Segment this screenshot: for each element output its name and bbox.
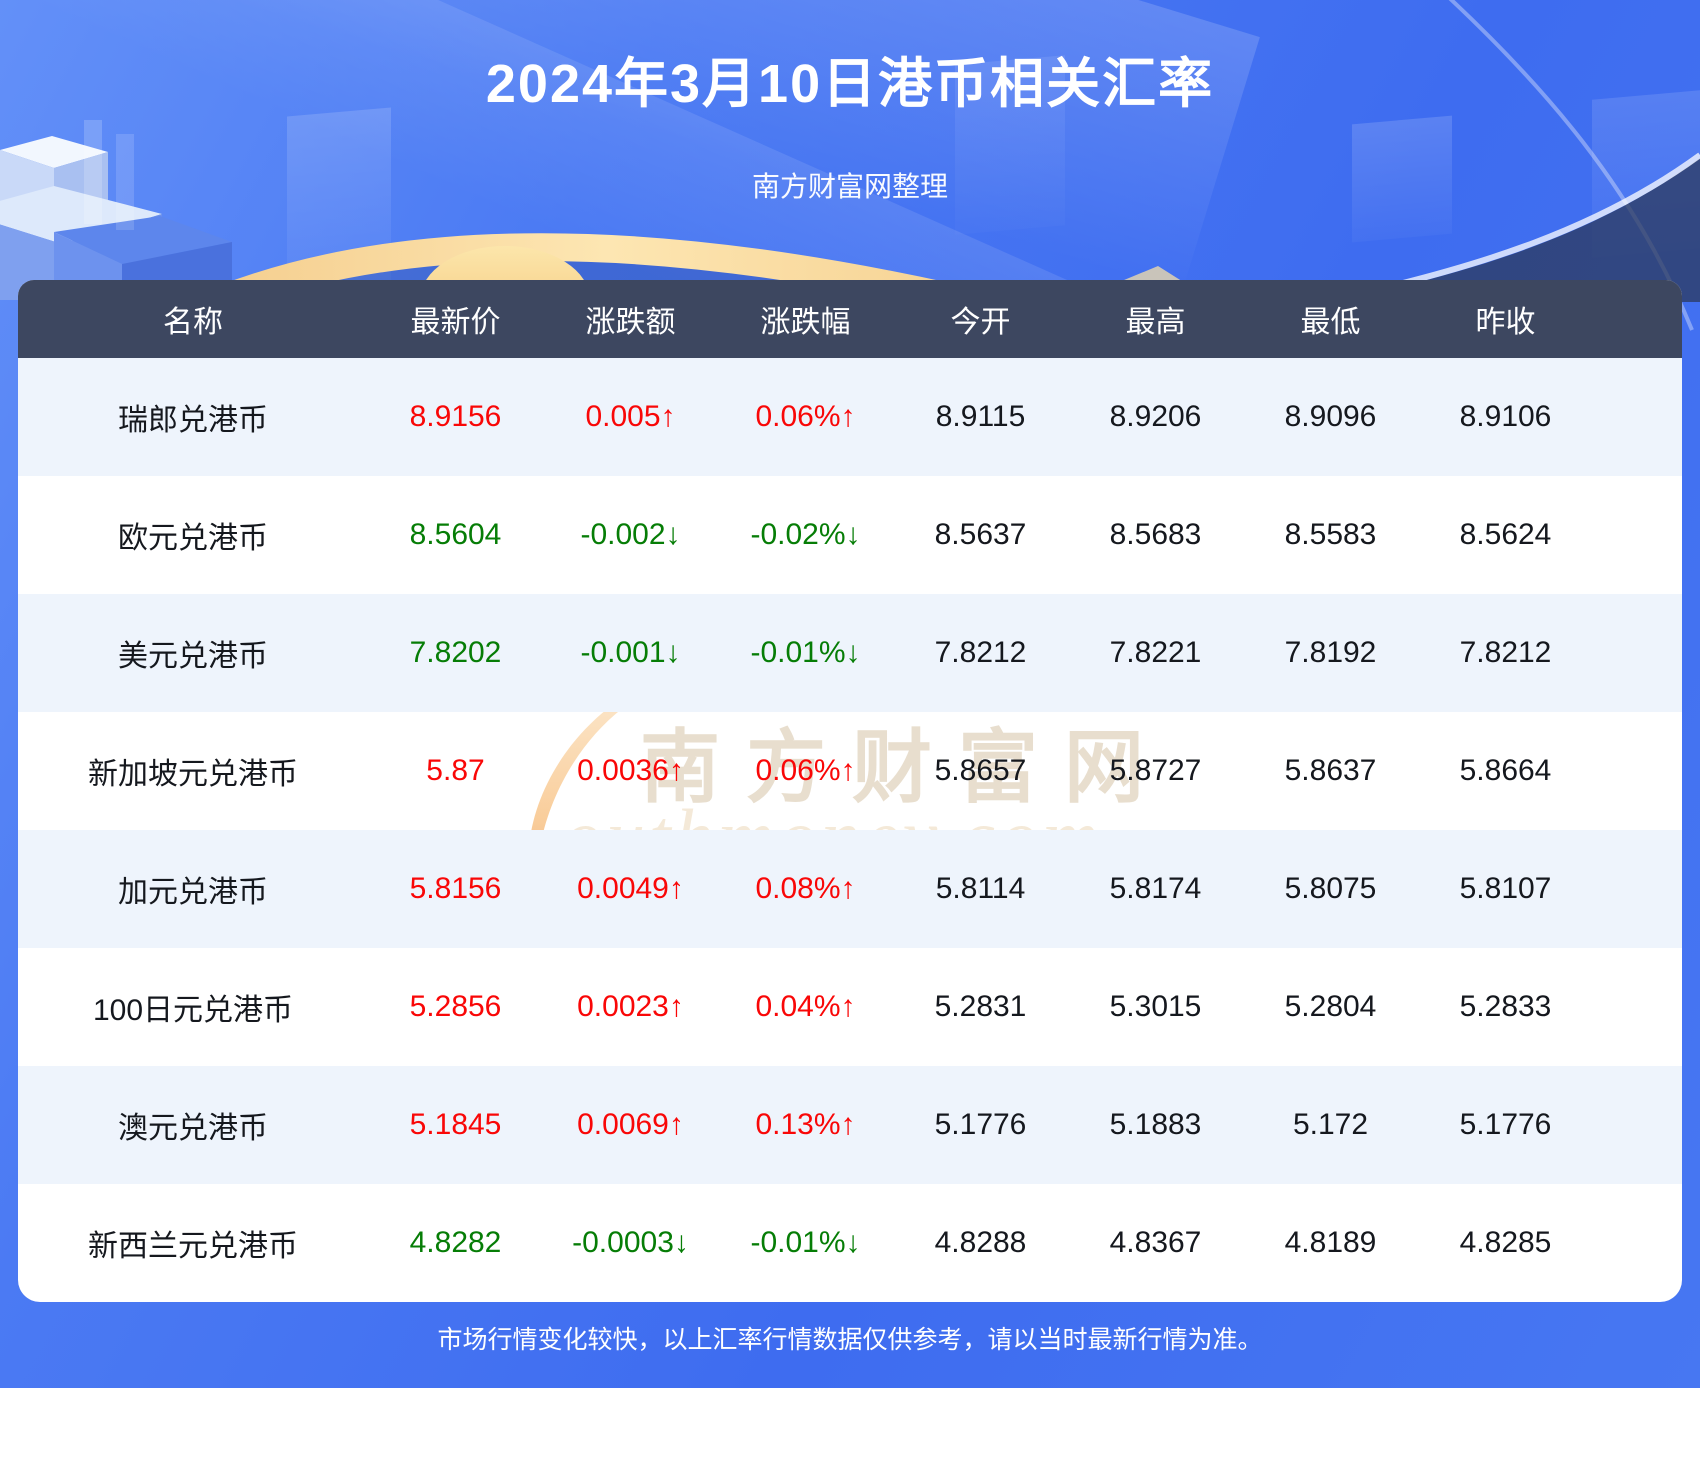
cell-low: 7.8192 — [1284, 636, 1377, 669]
cell-low: 8.5583 — [1284, 518, 1377, 551]
cell-prev_close: 5.1776 — [1459, 1108, 1552, 1141]
column-header: 最高 — [1125, 306, 1186, 339]
cell-prev_close: 5.8664 — [1459, 754, 1552, 787]
cell-change_pct: -0.01%↓ — [750, 1226, 861, 1259]
table-row: 欧元兑港币 8.5604 -0.002↓ -0.02%↓ 8.5637 8.5683 8.5… — [18, 476, 1682, 594]
cell-change_pct: 0.08%↑ — [755, 872, 856, 905]
cell-latest: 5.87 — [426, 754, 485, 787]
cell-change_pct: 0.13%↑ — [755, 1108, 856, 1141]
cell-open: 5.2831 — [934, 990, 1027, 1023]
cell-high: 5.1883 — [1109, 1108, 1202, 1141]
cell-open: 5.8657 — [934, 754, 1027, 787]
cell-prev_close: 8.9106 — [1459, 400, 1552, 433]
column-header: 名称 — [163, 306, 223, 339]
rates-table: 南方财富网 outhmoney.com 名称最新价涨跌额涨跌幅今开最高最低昨收 … — [18, 280, 1682, 1302]
cell-low: 8.9096 — [1284, 400, 1377, 433]
cell-latest: 8.5604 — [409, 518, 502, 551]
table-row: 100日元兑港币 5.2856 0.0023↑ 0.04%↑ 5.2831 5.3015 5… — [18, 948, 1682, 1066]
cell-latest: 5.8156 — [409, 872, 502, 905]
column-header: 涨跌幅 — [760, 306, 851, 339]
cell-change: -0.002↓ — [580, 518, 681, 551]
cell-latest: 7.8202 — [409, 636, 502, 669]
cell-name: 美元兑港币 — [118, 640, 268, 673]
cell-name: 新西兰元兑港币 — [88, 1230, 298, 1263]
cell-open: 4.8288 — [934, 1226, 1027, 1259]
cell-low: 5.8637 — [1284, 754, 1377, 787]
cell-high: 5.8174 — [1109, 872, 1202, 905]
cell-change: 0.0049↑ — [577, 872, 684, 905]
cell-open: 5.8114 — [935, 872, 1026, 905]
cell-latest: 8.9156 — [409, 400, 502, 433]
cell-change_pct: 0.06%↑ — [755, 754, 856, 787]
cell-name: 新加坡元兑港币 — [88, 758, 298, 791]
cell-name: 澳元兑港币 — [118, 1112, 268, 1145]
column-header: 最低 — [1300, 306, 1361, 339]
cell-open: 7.8212 — [934, 636, 1027, 669]
cell-open: 8.9115 — [935, 400, 1026, 433]
page-title: 2024年3月10日港币相关汇率 — [485, 54, 1215, 114]
cell-high: 5.8727 — [1109, 754, 1202, 787]
table-header-row: 名称 最新价 涨跌额 涨跌幅 今开 最高 最低 昨收 — [18, 280, 1682, 358]
cell-high: 5.3015 — [1109, 990, 1202, 1023]
cell-high: 8.9206 — [1109, 400, 1202, 433]
cell-latest: 4.8282 — [409, 1226, 502, 1259]
table-row: 瑞郎兑港币 8.9156 0.005↑ 0.06%↑ 8.9115 8.9206 8.909… — [18, 358, 1682, 476]
column-header: 涨跌额 — [585, 306, 676, 339]
column-header: 今开 — [950, 306, 1011, 339]
cell-prev_close: 7.8212 — [1459, 636, 1552, 669]
cell-change_pct: -0.02%↓ — [750, 518, 861, 551]
cell-low: 5.2804 — [1284, 990, 1377, 1023]
cell-low: 5.8075 — [1284, 872, 1377, 905]
cell-prev_close: 5.2833 — [1459, 990, 1552, 1023]
cell-name: 100日元兑港币 — [92, 994, 294, 1027]
cell-change: 0.005↑ — [585, 400, 676, 433]
table-row: 美元兑港币 7.8202 -0.001↓ -0.01%↓ 7.8212 7.8221 7.8… — [18, 594, 1682, 712]
cell-name: 欧元兑港币 — [118, 522, 268, 555]
cell-change: 0.0023↑ — [577, 990, 684, 1023]
cell-change: -0.001↓ — [580, 636, 681, 669]
table-row: 新西兰元兑港币 4.8282 -0.0003↓ -0.01%↓ 4.8288 4.8367… — [18, 1184, 1682, 1302]
cell-low: 5.172 — [1292, 1108, 1369, 1141]
column-header: 昨收 — [1475, 306, 1536, 339]
cell-open: 5.1776 — [934, 1108, 1027, 1141]
cell-open: 8.5637 — [934, 518, 1027, 551]
cell-prev_close: 4.8285 — [1459, 1226, 1552, 1259]
column-header: 最新价 — [410, 306, 501, 339]
cell-latest: 5.2856 — [409, 990, 502, 1023]
cell-latest: 5.1845 — [409, 1108, 502, 1141]
cell-change: 0.0069↑ — [577, 1108, 684, 1141]
table-row: 澳元兑港币 5.1845 0.0069↑ 0.13%↑ 5.1776 5.1883 5.17… — [18, 1066, 1682, 1184]
page-subtitle: 南方财富网整理 — [751, 171, 948, 202]
cell-change_pct: 0.04%↑ — [755, 990, 856, 1023]
cell-change_pct: 0.06%↑ — [755, 400, 856, 433]
cell-low: 4.8189 — [1284, 1226, 1377, 1259]
cell-high: 7.8221 — [1109, 636, 1202, 669]
hero-section: 2024年3月10日港币相关汇率 南方财富网整理 南方财富网 outhmoney… — [0, 0, 1700, 1388]
cell-high: 8.5683 — [1109, 518, 1202, 551]
cell-change: 0.0036↑ — [577, 754, 684, 787]
table-body: 瑞郎兑港币 8.9156 0.005↑ 0.06%↑ 8.9115 8.9206 8.909… — [18, 358, 1682, 1302]
footer-note: 市场行情变化较快，以上汇率行情数据仅供参考，请以当时最新行情为准。 — [437, 1326, 1263, 1354]
cell-name: 加元兑港币 — [118, 876, 268, 909]
cell-change: -0.0003↓ — [572, 1226, 689, 1259]
cell-high: 4.8367 — [1109, 1226, 1202, 1259]
table-row: 加元兑港币 5.8156 0.0049↑ 0.08%↑ 5.8114 5.8174 5.80… — [18, 830, 1682, 948]
cell-prev_close: 8.5624 — [1459, 518, 1552, 551]
cell-name: 瑞郎兑港币 — [118, 404, 268, 437]
cell-prev_close: 5.8107 — [1459, 872, 1552, 905]
cell-change_pct: -0.01%↓ — [750, 636, 861, 669]
table-row: 新加坡元兑港币 5.87 0.0036↑ 0.06%↑ 5.8657 5.8727 5.86… — [18, 712, 1682, 830]
